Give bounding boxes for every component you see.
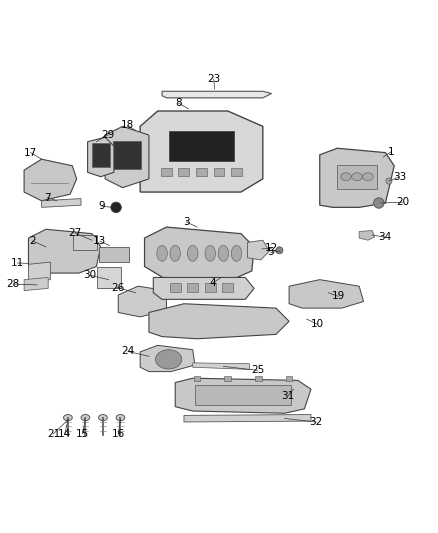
- Ellipse shape: [352, 173, 362, 181]
- Polygon shape: [193, 363, 250, 369]
- Bar: [96, 266, 121, 288]
- Bar: [194, 376, 200, 381]
- Ellipse shape: [64, 415, 72, 421]
- Text: 24: 24: [121, 346, 134, 357]
- Polygon shape: [42, 199, 81, 207]
- Ellipse shape: [111, 202, 121, 213]
- Text: 33: 33: [393, 172, 406, 182]
- Ellipse shape: [116, 415, 125, 421]
- Text: 12: 12: [265, 243, 278, 253]
- Ellipse shape: [155, 350, 182, 369]
- Bar: [169, 131, 234, 161]
- Bar: [74, 235, 97, 250]
- Text: 30: 30: [83, 270, 96, 280]
- Ellipse shape: [363, 173, 373, 181]
- Text: 15: 15: [76, 429, 89, 439]
- Bar: [196, 168, 207, 176]
- Ellipse shape: [187, 246, 198, 261]
- Ellipse shape: [81, 415, 90, 421]
- Bar: [92, 143, 110, 167]
- Text: 5: 5: [267, 247, 274, 257]
- Text: 3: 3: [183, 217, 190, 227]
- Text: 16: 16: [112, 429, 125, 439]
- Bar: [223, 283, 233, 292]
- Bar: [170, 283, 180, 292]
- Ellipse shape: [205, 246, 215, 261]
- Bar: [225, 376, 231, 381]
- Polygon shape: [184, 415, 311, 422]
- Bar: [195, 385, 291, 405]
- Ellipse shape: [99, 415, 107, 421]
- Polygon shape: [162, 91, 272, 98]
- Text: 8: 8: [175, 98, 182, 108]
- Polygon shape: [149, 304, 289, 339]
- Polygon shape: [140, 345, 195, 372]
- Bar: [286, 376, 293, 381]
- Polygon shape: [105, 126, 149, 188]
- Text: 17: 17: [24, 148, 37, 158]
- Polygon shape: [359, 231, 374, 240]
- Text: 23: 23: [207, 74, 220, 84]
- Text: 14: 14: [58, 429, 71, 439]
- Text: 21: 21: [47, 429, 60, 439]
- Bar: [178, 168, 189, 176]
- Text: 10: 10: [311, 319, 324, 329]
- Text: 7: 7: [44, 193, 51, 203]
- Text: 26: 26: [111, 282, 124, 293]
- Text: 13: 13: [93, 236, 106, 246]
- Polygon shape: [140, 111, 263, 192]
- Bar: [255, 376, 262, 381]
- Text: 1: 1: [388, 147, 395, 157]
- Ellipse shape: [218, 246, 229, 261]
- Bar: [337, 165, 377, 189]
- Polygon shape: [24, 159, 77, 201]
- Bar: [214, 168, 224, 176]
- Ellipse shape: [341, 173, 351, 181]
- Text: 20: 20: [396, 197, 410, 207]
- Polygon shape: [320, 148, 394, 207]
- Bar: [113, 141, 141, 169]
- Polygon shape: [153, 278, 254, 300]
- Polygon shape: [24, 278, 48, 290]
- Ellipse shape: [157, 246, 167, 261]
- Ellipse shape: [374, 198, 384, 208]
- Polygon shape: [99, 247, 129, 262]
- Polygon shape: [88, 138, 114, 177]
- Text: 18: 18: [121, 120, 134, 131]
- Text: 11: 11: [11, 258, 24, 268]
- Ellipse shape: [231, 246, 242, 261]
- Polygon shape: [118, 286, 166, 317]
- Ellipse shape: [170, 246, 180, 261]
- Polygon shape: [28, 229, 101, 273]
- Text: 29: 29: [101, 130, 114, 140]
- Text: 25: 25: [251, 365, 264, 375]
- Text: 4: 4: [209, 278, 216, 288]
- Polygon shape: [175, 378, 311, 413]
- Ellipse shape: [276, 247, 283, 254]
- Text: 34: 34: [378, 232, 391, 242]
- Text: 31: 31: [282, 391, 295, 401]
- Text: 9: 9: [98, 201, 105, 211]
- Polygon shape: [145, 227, 254, 280]
- Bar: [187, 283, 198, 292]
- Polygon shape: [28, 262, 50, 282]
- Text: 28: 28: [7, 279, 20, 289]
- Polygon shape: [289, 280, 364, 308]
- Text: 19: 19: [332, 291, 345, 301]
- Bar: [231, 168, 242, 176]
- Text: 2: 2: [29, 236, 36, 246]
- Ellipse shape: [386, 178, 392, 184]
- Text: 27: 27: [69, 228, 82, 238]
- Polygon shape: [247, 240, 269, 260]
- Bar: [205, 283, 215, 292]
- Text: 32: 32: [310, 417, 323, 427]
- Bar: [161, 168, 172, 176]
